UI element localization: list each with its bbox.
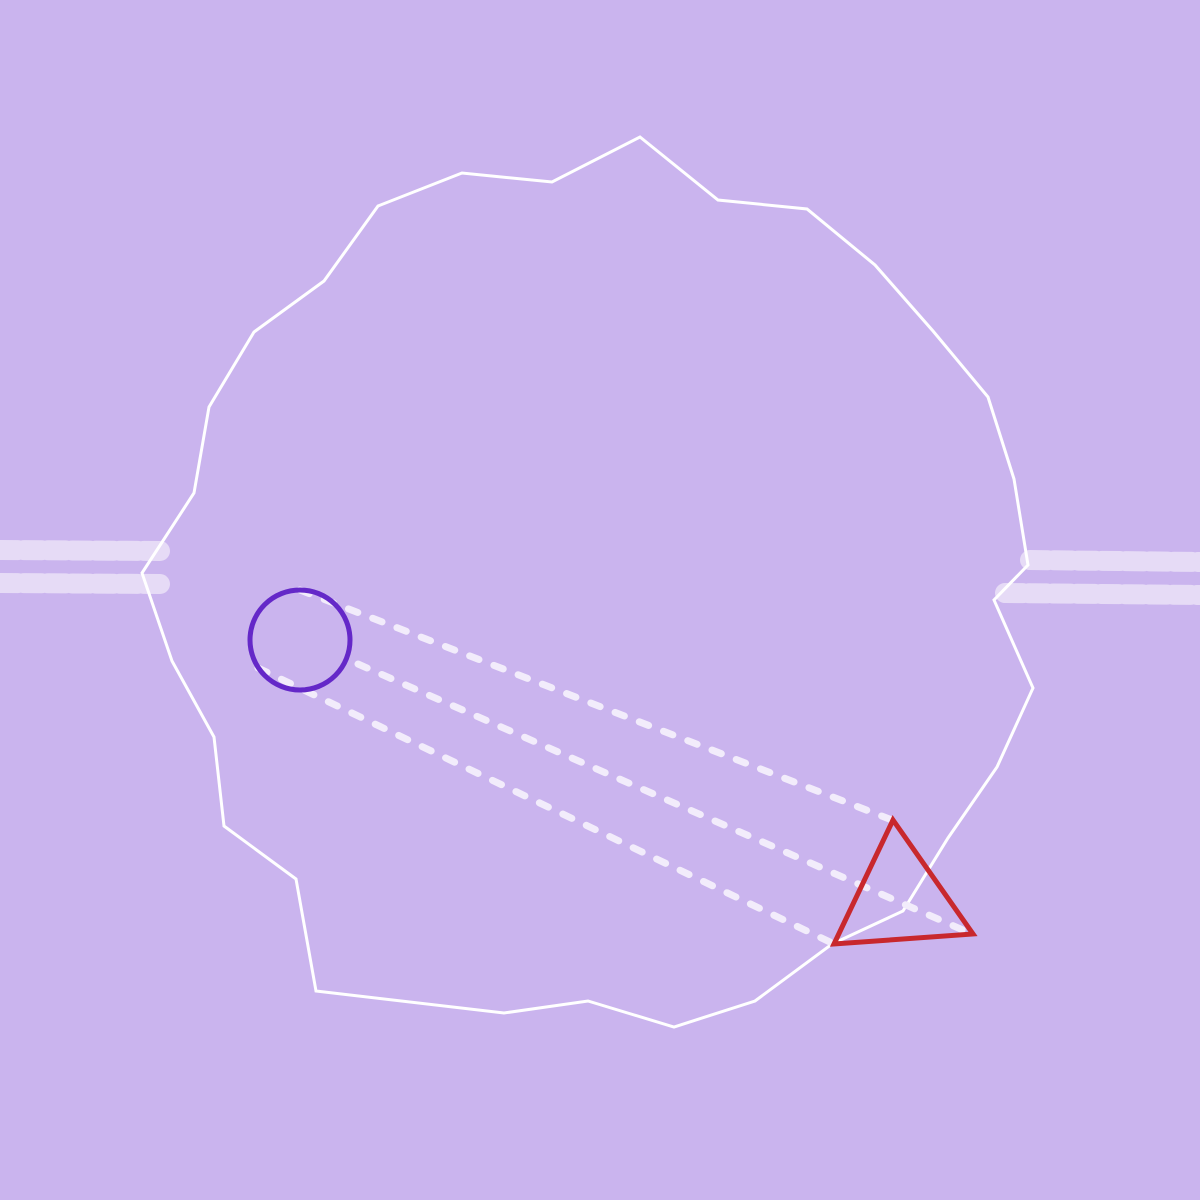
road-left-lower-lane (0, 573, 170, 594)
projection-line-top (296, 586, 896, 824)
projection-lines (254, 586, 976, 948)
circle-shape (247, 587, 353, 693)
road-right-upper-lane (1020, 550, 1200, 572)
road-right-lower-lane (995, 583, 1200, 605)
road-left-upper-lane (0, 540, 170, 561)
road-left (0, 540, 170, 594)
region-outline (140, 135, 1035, 1029)
projection-line-middle (354, 660, 976, 938)
projection-line-bottom (254, 664, 838, 948)
road-right (995, 550, 1200, 605)
triangle-shape (829, 815, 978, 947)
